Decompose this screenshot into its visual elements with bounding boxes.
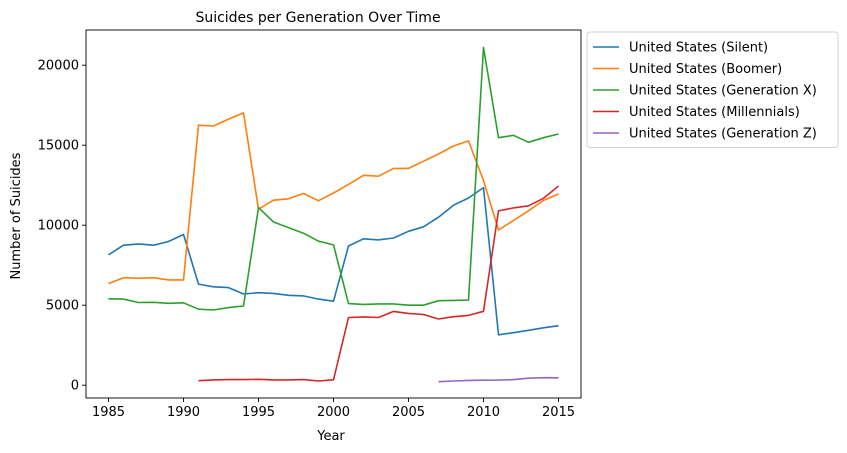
y-tick-label: 10000 — [38, 219, 79, 234]
legend-label-3: United States (Millennials) — [629, 105, 800, 120]
legend-box — [586, 31, 839, 148]
y-axis: 0 5000 10000 15000 20000 — [38, 59, 86, 394]
legend-label-0: United States (Silent) — [629, 41, 768, 56]
legend: United States (Silent) United States (Boo… — [586, 31, 839, 148]
series-line-1 — [108, 112, 559, 285]
x-tick-label: 1985 — [92, 405, 125, 420]
x-axis: 1985 1990 1995 2000 2005 2010 2015 — [92, 398, 575, 420]
y-axis-label: Number of Suicides — [9, 152, 24, 279]
x-tick-label: 1995 — [242, 405, 275, 420]
y-tick-label: 0 — [71, 379, 79, 394]
series-line-2 — [108, 46, 559, 311]
legend-label-4: United States (Generation Z) — [629, 127, 817, 142]
chart-title: Suicides per Generation Over Time — [195, 10, 440, 26]
x-tick-label: 2005 — [392, 405, 425, 420]
series-line-0 — [108, 186, 559, 336]
x-tick-label: 2010 — [467, 405, 500, 420]
x-tick-label: 1990 — [167, 405, 200, 420]
plot-frame — [85, 29, 582, 399]
plot-area — [85, 29, 582, 399]
legend-label-1: United States (Boomer) — [629, 62, 782, 77]
y-tick-label: 5000 — [46, 299, 79, 314]
y-tick-label: 15000 — [38, 139, 79, 154]
legend-label-2: United States (Generation X) — [629, 84, 817, 99]
series-line-3 — [198, 185, 560, 382]
x-tick-label: 2015 — [542, 405, 575, 420]
x-axis-label: Year — [316, 429, 345, 444]
x-tick-label: 2000 — [317, 405, 350, 420]
series-line-4 — [438, 376, 559, 383]
y-tick-label: 20000 — [38, 59, 79, 74]
